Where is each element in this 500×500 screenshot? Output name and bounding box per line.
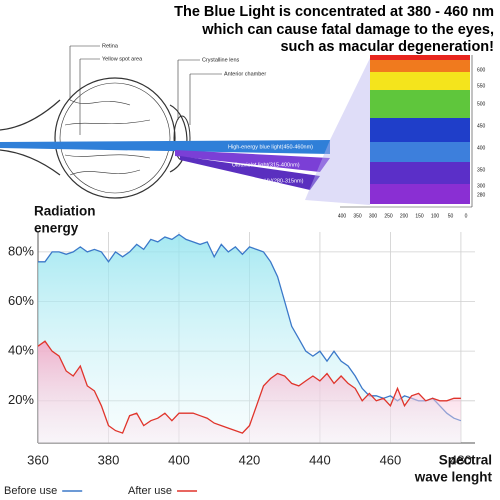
- spectrum-tick: 600: [477, 67, 486, 73]
- spectrum-tick: 100: [431, 213, 440, 219]
- spectrum-tick: 150: [415, 213, 424, 219]
- spectrum-tick: 0: [465, 213, 468, 219]
- spectrum-tick: 400: [477, 145, 486, 151]
- legend-label: After use: [128, 485, 172, 497]
- x-axis-title: wave lenght: [414, 470, 493, 485]
- line: [38, 233, 462, 422]
- beam: [180, 156, 320, 190]
- spectrum-tick: 200: [400, 213, 409, 219]
- y-tick-label: 60%: [8, 293, 34, 308]
- spectrum-tick: 300: [369, 213, 378, 219]
- eye-label: Crystalline lens: [202, 57, 240, 63]
- x-tick-label: 400: [168, 452, 190, 467]
- beam-label: Ultraviolet light(315-400nm): [232, 162, 300, 168]
- eye-label: Yellow spot area: [102, 56, 143, 62]
- title-line: such as macular degeneration!: [280, 39, 494, 55]
- spectrum-tick: 50: [448, 213, 454, 219]
- x-tick-label: 380: [98, 452, 120, 467]
- y-tick-label: 40%: [8, 343, 34, 358]
- line: [37, 340, 461, 434]
- spectrum-fan: [305, 58, 370, 205]
- spectrum-tick: 280: [477, 192, 486, 198]
- eye-diagram: [0, 45, 222, 199]
- spectrum: [340, 55, 473, 208]
- beam: [175, 150, 330, 172]
- x-tick-label: 460: [380, 452, 402, 467]
- area: [38, 341, 461, 443]
- title-line: The Blue Light is concentrated at 380 - …: [174, 4, 494, 20]
- y-tick-label: 80%: [8, 243, 34, 258]
- beam-label: Short-wave UV(280-315nm): [235, 178, 304, 184]
- eye-label: Retina: [102, 43, 119, 49]
- x-tick-label: 420: [239, 452, 261, 467]
- x-tick-label: 480: [450, 452, 472, 467]
- y-axis-title: energy: [34, 221, 79, 236]
- spectrum-tick: 250: [384, 213, 393, 219]
- spectrum-tick: 450: [477, 123, 486, 129]
- spectrum-tick: 400: [338, 213, 347, 219]
- beam-label: High-energy blue light(450-460nm): [228, 144, 313, 150]
- spectrum-tick: 550: [477, 83, 486, 89]
- eye-label: Anterior chamber: [224, 71, 266, 77]
- y-axis-title: Radiation: [34, 204, 96, 219]
- x-tick-label: 360: [27, 452, 49, 467]
- spectrum-tick: 500: [477, 101, 486, 107]
- spectrum-tick: 350: [353, 213, 362, 219]
- title-line: which can cause fatal damage to the eyes…: [201, 22, 494, 38]
- spectrum-tick: 300: [477, 183, 486, 189]
- x-tick-label: 440: [309, 452, 331, 467]
- spectrum-tick: 350: [477, 167, 486, 173]
- legend-label: Before use: [4, 485, 57, 497]
- y-tick-label: 20%: [8, 392, 34, 407]
- beam: [0, 140, 330, 154]
- x-axis-title: Spectral: [439, 453, 492, 468]
